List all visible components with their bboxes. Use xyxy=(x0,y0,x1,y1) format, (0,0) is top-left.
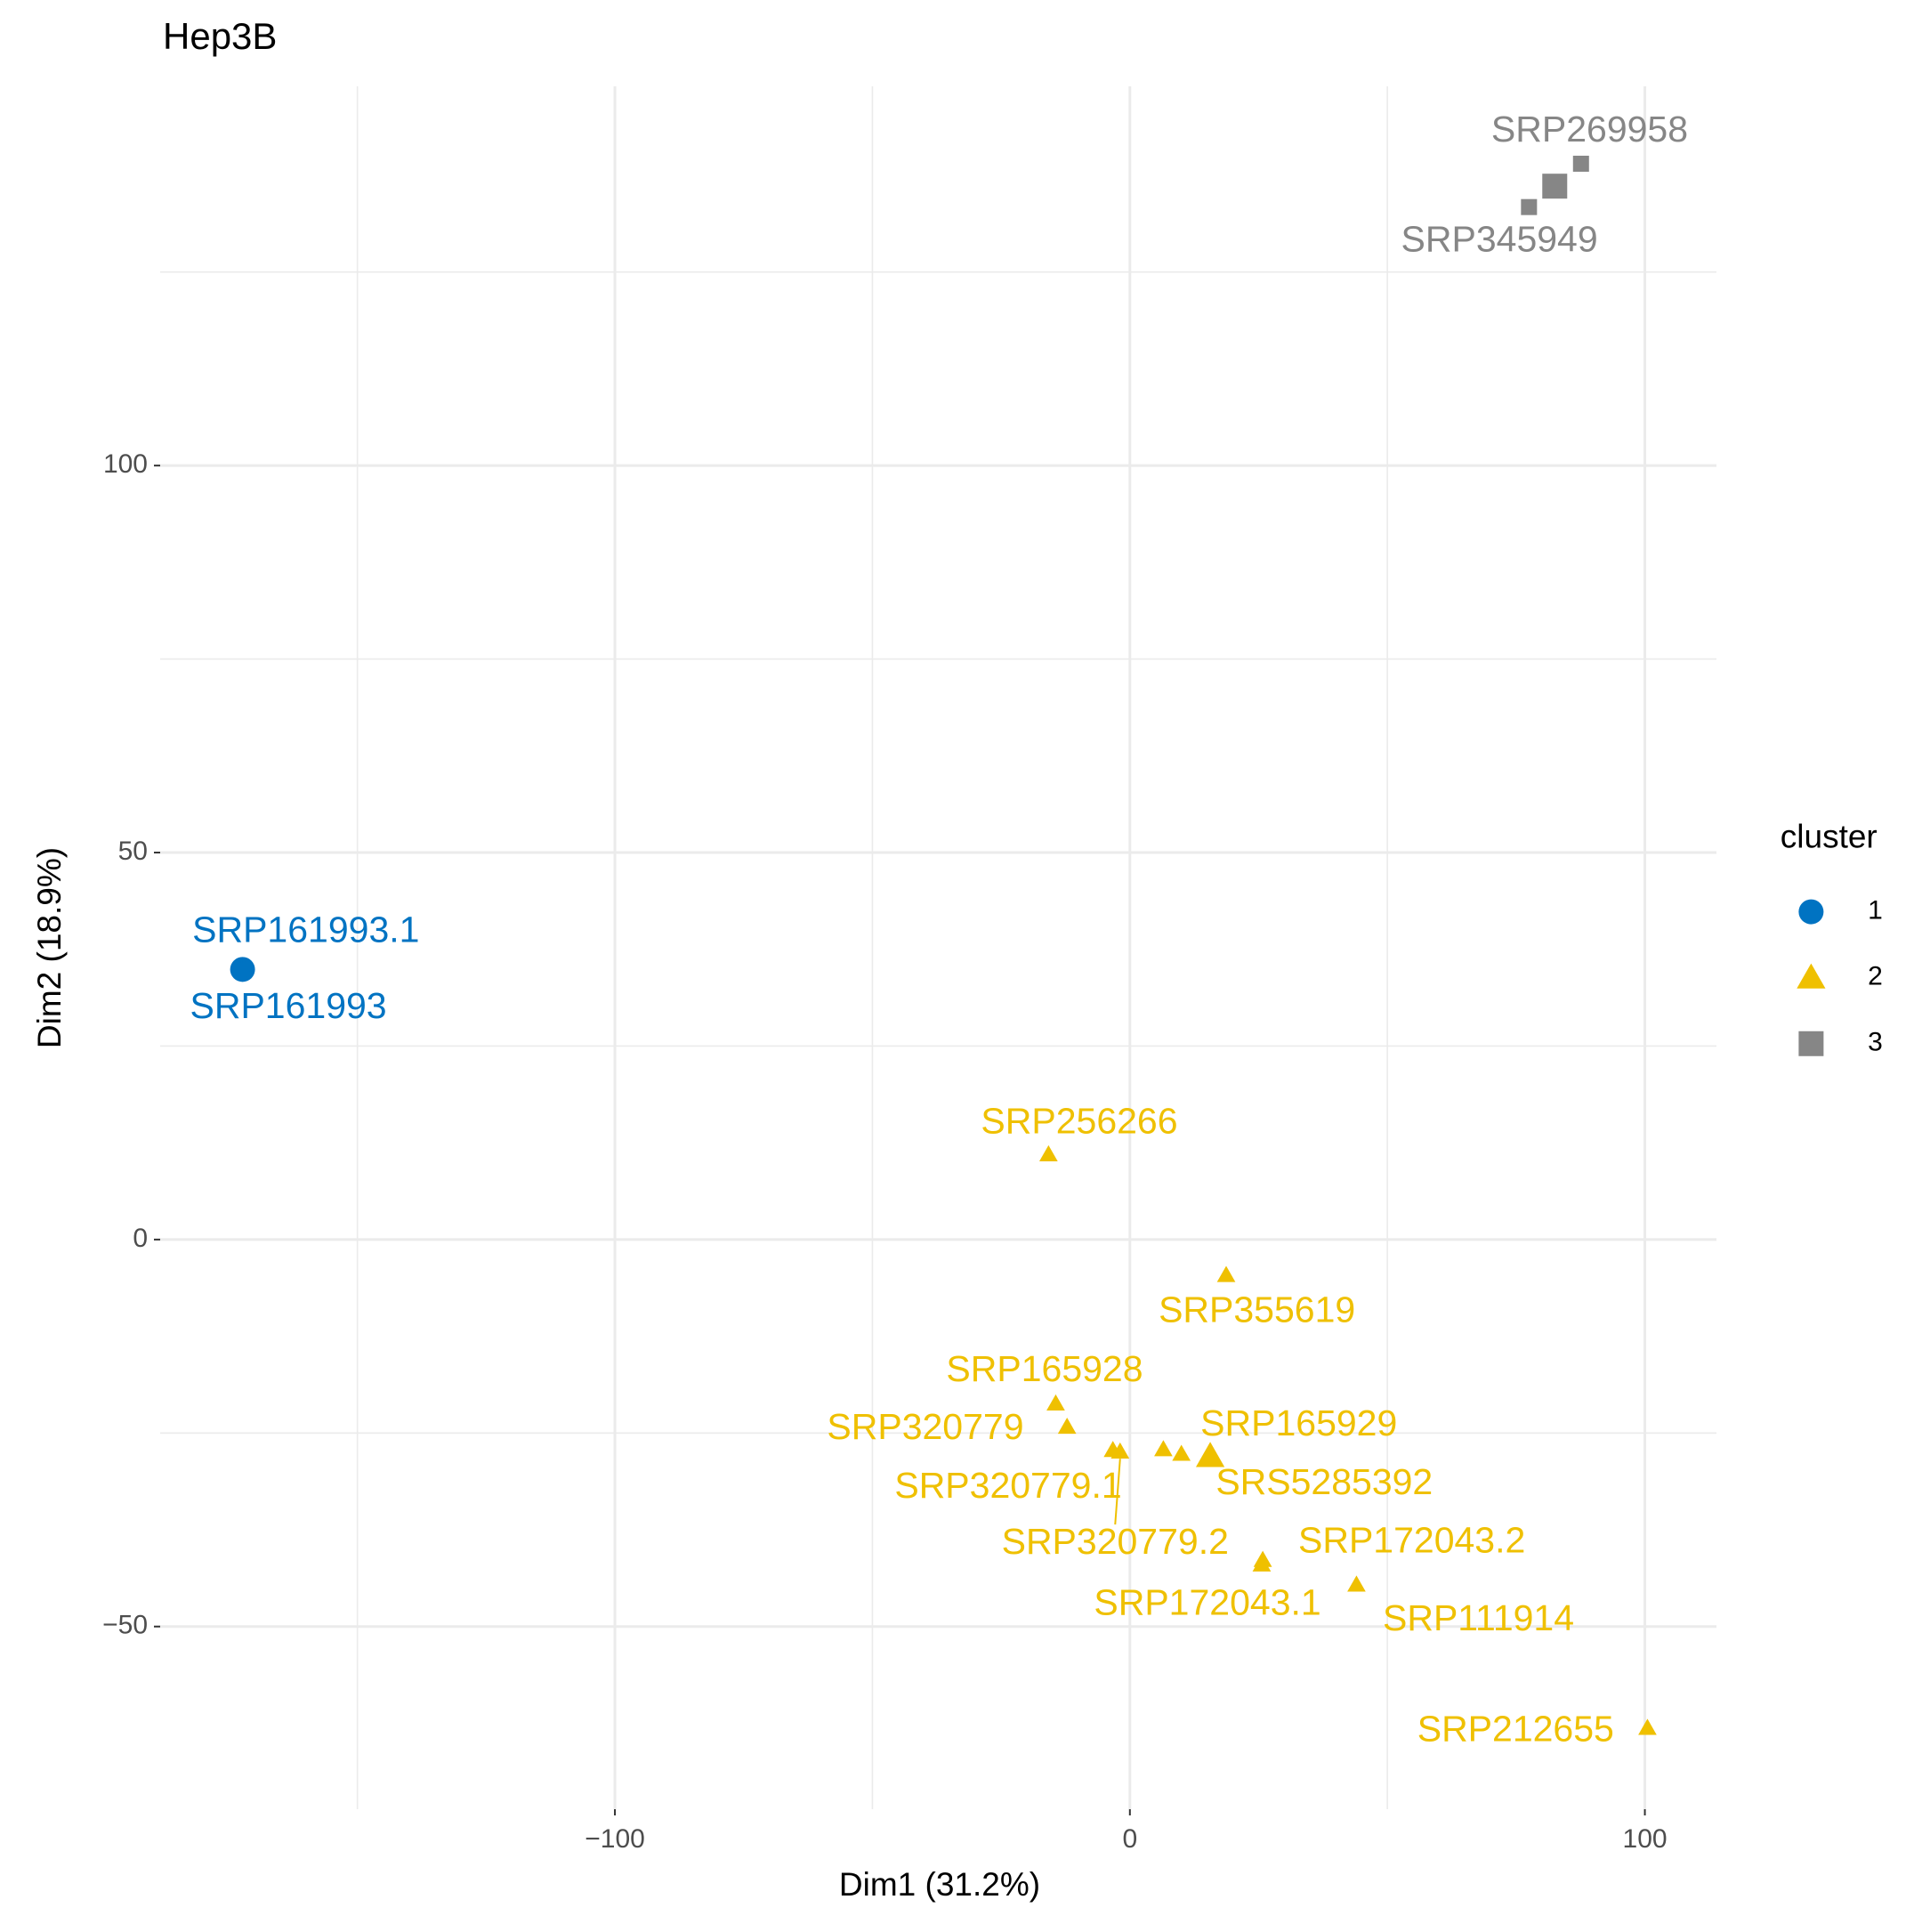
legend-key xyxy=(1798,1031,1824,1056)
point xyxy=(1252,1555,1272,1572)
point-label: SRP355619 xyxy=(1159,1289,1355,1330)
point-label: SRP320779.1 xyxy=(894,1465,1121,1506)
x-tick-label: −100 xyxy=(585,1824,645,1854)
point xyxy=(1347,1575,1366,1592)
point xyxy=(1572,155,1589,172)
point xyxy=(1638,1718,1657,1735)
point-label: SRP320779 xyxy=(827,1406,1023,1447)
y-axis-title: Dim2 (18.9%) xyxy=(31,847,68,1048)
point-label: SRP212655 xyxy=(1417,1709,1614,1750)
y-tick-label: −50 xyxy=(102,1611,148,1640)
point xyxy=(1039,1144,1058,1161)
point-label: SRP165928 xyxy=(946,1348,1143,1389)
legend-key xyxy=(1797,963,1826,989)
x-tick-label: 0 xyxy=(1122,1824,1137,1854)
point xyxy=(233,962,250,979)
legend-label: 3 xyxy=(1868,1028,1883,1057)
x-tick-label: 100 xyxy=(1623,1824,1668,1854)
point-label: SRP345949 xyxy=(1401,218,1598,259)
point xyxy=(1110,1442,1130,1459)
point-label: SRP165929 xyxy=(1200,1403,1397,1443)
point-label: SRP256266 xyxy=(981,1100,1177,1141)
y-tick-label: 0 xyxy=(133,1224,148,1253)
legend-label: 1 xyxy=(1868,896,1883,926)
legend-title: cluster xyxy=(1781,819,1878,855)
chart-title: Hep3B xyxy=(163,15,277,57)
cluster-center xyxy=(1195,1442,1225,1467)
point-label: SRP172043.2 xyxy=(1298,1519,1525,1560)
point-label: SRP320779.2 xyxy=(1002,1521,1229,1562)
y-tick-label: 100 xyxy=(103,449,148,479)
point xyxy=(1172,1444,1191,1461)
point-label: SRP161993 xyxy=(190,985,386,1026)
cluster-center xyxy=(1542,174,1568,199)
point-label: SRS5285392 xyxy=(1215,1461,1433,1502)
point-label: SRP111914 xyxy=(1383,1597,1574,1638)
point xyxy=(1154,1440,1173,1457)
point xyxy=(1046,1394,1065,1411)
point xyxy=(1521,198,1538,215)
y-tick-label: 50 xyxy=(118,837,148,866)
point xyxy=(1216,1265,1236,1282)
point-label: SRP172043.1 xyxy=(1094,1582,1320,1623)
point-label: SRP269958 xyxy=(1491,109,1688,150)
point-label: SRP161993.1 xyxy=(192,909,419,950)
point xyxy=(1057,1418,1077,1435)
label-segment xyxy=(1114,1459,1121,1525)
x-axis-title: Dim1 (31.2%) xyxy=(839,1866,1040,1903)
legend-key xyxy=(1798,899,1824,925)
legend-label: 2 xyxy=(1868,962,1883,991)
